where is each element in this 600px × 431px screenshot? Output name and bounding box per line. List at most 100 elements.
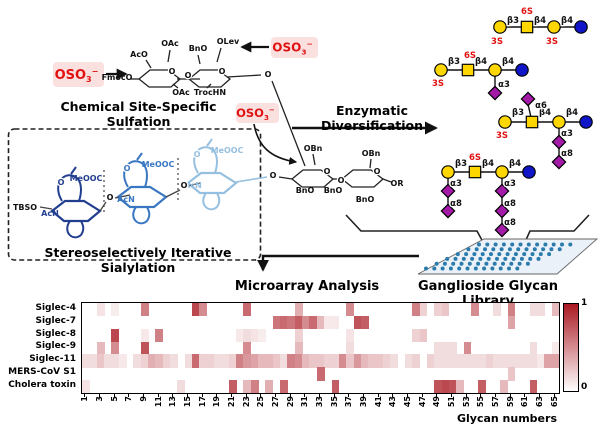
chip-dot	[560, 242, 564, 247]
sialic-acid-diamond	[494, 183, 510, 199]
heatmap-cell	[456, 354, 465, 368]
heatmap-cell	[89, 354, 98, 368]
chem-top-label: O	[265, 70, 272, 79]
heatmap-cell	[500, 354, 509, 368]
chip-dot	[451, 261, 456, 266]
chip-dot	[473, 266, 478, 271]
x-tick-mark	[421, 392, 423, 397]
sialyl-label: O	[107, 193, 114, 202]
sialic-acid-diamond	[494, 203, 510, 219]
heatmap-cell	[478, 380, 487, 394]
sialyl-ring	[186, 171, 238, 195]
chemical-structure-top	[131, 47, 306, 167]
heatmap-cell	[529, 303, 538, 317]
chip-dot	[522, 252, 527, 257]
chip-dot	[509, 261, 514, 266]
heatmap-cell	[514, 354, 523, 368]
heatmap-cell	[331, 354, 340, 368]
heatmap-cell	[236, 328, 244, 342]
heatmap-plot	[81, 302, 560, 394]
chem-top-label: AcO	[130, 50, 148, 59]
x-tick-mark	[245, 392, 247, 397]
chip-dot	[568, 242, 573, 247]
heatmap-cell	[382, 354, 391, 368]
glycan-linkage-label: 3S	[491, 37, 503, 47]
heatmap-cell	[228, 354, 237, 368]
heatmap-cell	[111, 328, 120, 342]
x-tick-mark	[509, 392, 511, 397]
heatmap-cell	[551, 341, 560, 355]
sulfate-badge-label: OSO3−	[55, 67, 99, 84]
heatmap-cell	[500, 380, 509, 394]
galactose-circle	[495, 165, 509, 179]
sialic-acid-diamond	[440, 183, 456, 199]
heatmap-cell	[148, 354, 156, 368]
chip-dot	[457, 266, 462, 271]
heatmap-cell	[162, 354, 171, 368]
glycan-linkage-label: 6S	[521, 7, 533, 17]
heatmap-cell	[302, 354, 310, 368]
galactose-circle	[498, 115, 512, 129]
heatmap-cell	[272, 354, 281, 368]
heatmap-cell	[507, 315, 516, 330]
sialic-acid-diamond	[551, 134, 567, 150]
heatmap-cell	[492, 354, 501, 368]
galnac-square	[468, 165, 482, 179]
heatmap-cell	[316, 315, 325, 330]
heatmap-cell	[309, 315, 318, 330]
x-tick-mark	[553, 392, 555, 397]
x-tick-mark	[113, 392, 115, 397]
chip-dot	[424, 266, 428, 271]
x-tick-label: 17	[197, 396, 207, 408]
heatmap-cell	[529, 341, 538, 355]
x-tick-label: 47	[417, 396, 427, 408]
x-tick-mark	[524, 392, 526, 397]
heatmap-cell	[258, 328, 266, 342]
heatmap-cell	[309, 354, 318, 368]
heatmap-cell	[96, 303, 105, 317]
galactose-circle	[434, 63, 448, 77]
heatmap-cell	[206, 354, 215, 368]
glycan-linkage-label: β4	[566, 108, 578, 118]
heatmap-cell	[463, 341, 472, 355]
sialyl-label: AcN	[117, 195, 135, 204]
heatmap-cell	[492, 303, 501, 317]
x-tick-label: 25	[256, 396, 266, 408]
colorbar-min-label: 0	[581, 382, 588, 392]
heatmap-cell	[331, 380, 340, 394]
heatmap-row-label: Siglec-4	[35, 302, 76, 313]
sialyl-lactone	[57, 174, 82, 202]
heatmap-cell	[280, 380, 288, 394]
galactose-circle	[488, 63, 502, 77]
heatmap-cell	[448, 380, 457, 394]
heatmap-cell	[272, 315, 281, 330]
heatmap-cell	[111, 341, 120, 355]
chip-dot	[498, 266, 503, 271]
x-tick-mark	[98, 392, 100, 397]
sialylation-box	[7, 128, 262, 261]
glycan-structure: β3 β4 β4 3S α6 α3 α8	[495, 91, 593, 170]
chip-dot	[543, 242, 548, 247]
x-tick-mark	[377, 392, 379, 397]
chip-dot	[480, 252, 485, 257]
glucose-circle	[515, 63, 529, 77]
glycan-linkage-label: α8	[504, 199, 516, 209]
x-tick-label: 41	[373, 396, 383, 408]
chip-dot	[557, 247, 562, 252]
x-tick-mark	[319, 392, 320, 397]
chip-dot	[528, 256, 533, 261]
heatmap-cell	[280, 315, 288, 330]
x-tick-label: 3	[94, 396, 104, 402]
x-tick-mark	[230, 392, 232, 397]
sialyl-label: MeOOC	[211, 146, 244, 155]
microarray-caption: Microarray Analysis	[234, 279, 380, 294]
heatmap-cell	[250, 328, 259, 342]
glycan-numbers-label: Glycan numbers	[456, 412, 557, 425]
glycan-linkage-label: α6	[535, 101, 547, 111]
x-tick-label: 13	[168, 396, 178, 408]
heatmap-cell	[82, 354, 90, 368]
heatmap-cell	[434, 341, 443, 355]
glycan-linkage-label: β4	[502, 57, 514, 67]
heatmap-cell	[324, 315, 332, 330]
